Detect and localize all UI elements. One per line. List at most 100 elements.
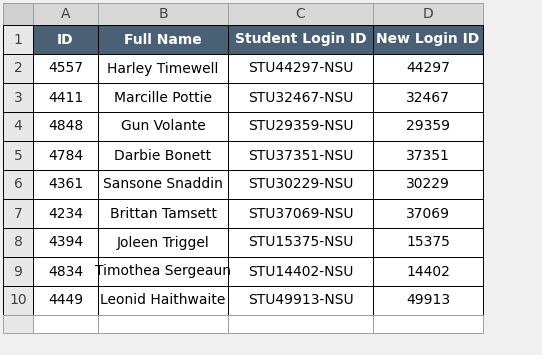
Text: STU37351-NSU: STU37351-NSU bbox=[248, 148, 353, 163]
Bar bbox=[3, 3, 33, 25]
Bar bbox=[3, 228, 33, 257]
Text: 2: 2 bbox=[14, 61, 22, 76]
Bar bbox=[373, 83, 483, 112]
Text: STU32467-NSU: STU32467-NSU bbox=[248, 91, 353, 104]
Bar bbox=[373, 315, 483, 333]
Bar bbox=[33, 257, 98, 286]
Bar bbox=[228, 141, 373, 170]
Text: 44297: 44297 bbox=[406, 61, 450, 76]
Bar bbox=[228, 54, 373, 83]
Bar bbox=[228, 112, 373, 141]
Bar bbox=[98, 286, 228, 315]
Text: 10: 10 bbox=[9, 294, 27, 307]
Bar bbox=[373, 228, 483, 257]
Bar bbox=[33, 315, 98, 333]
Text: D: D bbox=[423, 7, 434, 21]
Text: 4848: 4848 bbox=[48, 120, 83, 133]
Bar bbox=[33, 25, 98, 54]
Text: Darbie Bonett: Darbie Bonett bbox=[114, 148, 211, 163]
Text: 4361: 4361 bbox=[48, 178, 83, 191]
Bar bbox=[3, 286, 33, 315]
Text: 4411: 4411 bbox=[48, 91, 83, 104]
Bar bbox=[98, 54, 228, 83]
Text: Gun Volante: Gun Volante bbox=[121, 120, 205, 133]
Bar bbox=[373, 3, 483, 25]
Text: 4557: 4557 bbox=[48, 61, 83, 76]
Text: 32467: 32467 bbox=[406, 91, 450, 104]
Text: Joleen Triggel: Joleen Triggel bbox=[117, 235, 209, 250]
Bar bbox=[228, 257, 373, 286]
Bar bbox=[3, 25, 33, 54]
Text: 1: 1 bbox=[14, 33, 22, 47]
Text: 6: 6 bbox=[14, 178, 22, 191]
Text: 9: 9 bbox=[14, 264, 22, 279]
Text: Leonid Haithwaite: Leonid Haithwaite bbox=[100, 294, 225, 307]
Text: ID: ID bbox=[57, 33, 74, 47]
Bar bbox=[3, 170, 33, 199]
Bar bbox=[373, 286, 483, 315]
Bar bbox=[33, 3, 98, 25]
Text: 29359: 29359 bbox=[406, 120, 450, 133]
Text: 8: 8 bbox=[14, 235, 22, 250]
Text: STU37069-NSU: STU37069-NSU bbox=[248, 207, 353, 220]
Text: 4234: 4234 bbox=[48, 207, 83, 220]
Bar bbox=[3, 257, 33, 286]
Text: 4394: 4394 bbox=[48, 235, 83, 250]
Text: New Login ID: New Login ID bbox=[376, 33, 480, 47]
Text: STU44297-NSU: STU44297-NSU bbox=[248, 61, 353, 76]
Bar bbox=[3, 199, 33, 228]
Text: 14402: 14402 bbox=[406, 264, 450, 279]
Text: 4784: 4784 bbox=[48, 148, 83, 163]
Text: Timothea Sergeaun: Timothea Sergeaun bbox=[95, 264, 231, 279]
Text: C: C bbox=[295, 7, 305, 21]
Text: STU14402-NSU: STU14402-NSU bbox=[248, 264, 353, 279]
Bar bbox=[98, 112, 228, 141]
Bar bbox=[98, 3, 228, 25]
Bar bbox=[3, 83, 33, 112]
Text: 15375: 15375 bbox=[406, 235, 450, 250]
Text: 4449: 4449 bbox=[48, 294, 83, 307]
Text: A: A bbox=[61, 7, 70, 21]
Text: 7: 7 bbox=[14, 207, 22, 220]
Text: 4: 4 bbox=[14, 120, 22, 133]
Bar bbox=[98, 170, 228, 199]
Bar bbox=[373, 199, 483, 228]
Bar bbox=[228, 25, 373, 54]
Bar bbox=[33, 170, 98, 199]
Bar bbox=[98, 199, 228, 228]
Bar bbox=[373, 112, 483, 141]
Bar bbox=[228, 3, 373, 25]
Bar bbox=[373, 54, 483, 83]
Text: B: B bbox=[158, 7, 168, 21]
Bar bbox=[33, 228, 98, 257]
Text: 30229: 30229 bbox=[406, 178, 450, 191]
Bar bbox=[98, 141, 228, 170]
Bar bbox=[33, 286, 98, 315]
Bar bbox=[228, 315, 373, 333]
Bar bbox=[33, 141, 98, 170]
Bar bbox=[3, 141, 33, 170]
Bar bbox=[373, 257, 483, 286]
Text: 5: 5 bbox=[14, 148, 22, 163]
Bar bbox=[98, 315, 228, 333]
Bar bbox=[228, 170, 373, 199]
Bar bbox=[3, 54, 33, 83]
Bar bbox=[3, 112, 33, 141]
Bar bbox=[98, 25, 228, 54]
Bar bbox=[33, 199, 98, 228]
Bar bbox=[373, 170, 483, 199]
Text: Brittan Tamsett: Brittan Tamsett bbox=[109, 207, 216, 220]
Text: 37351: 37351 bbox=[406, 148, 450, 163]
Bar bbox=[228, 286, 373, 315]
Text: 4834: 4834 bbox=[48, 264, 83, 279]
Text: Marcille Pottie: Marcille Pottie bbox=[114, 91, 212, 104]
Bar bbox=[98, 83, 228, 112]
Text: Sansone Snaddin: Sansone Snaddin bbox=[103, 178, 223, 191]
Text: STU49913-NSU: STU49913-NSU bbox=[248, 294, 353, 307]
Bar bbox=[98, 228, 228, 257]
Text: 3: 3 bbox=[14, 91, 22, 104]
Bar bbox=[3, 315, 33, 333]
Bar bbox=[33, 54, 98, 83]
Text: STU29359-NSU: STU29359-NSU bbox=[248, 120, 353, 133]
Bar bbox=[228, 83, 373, 112]
